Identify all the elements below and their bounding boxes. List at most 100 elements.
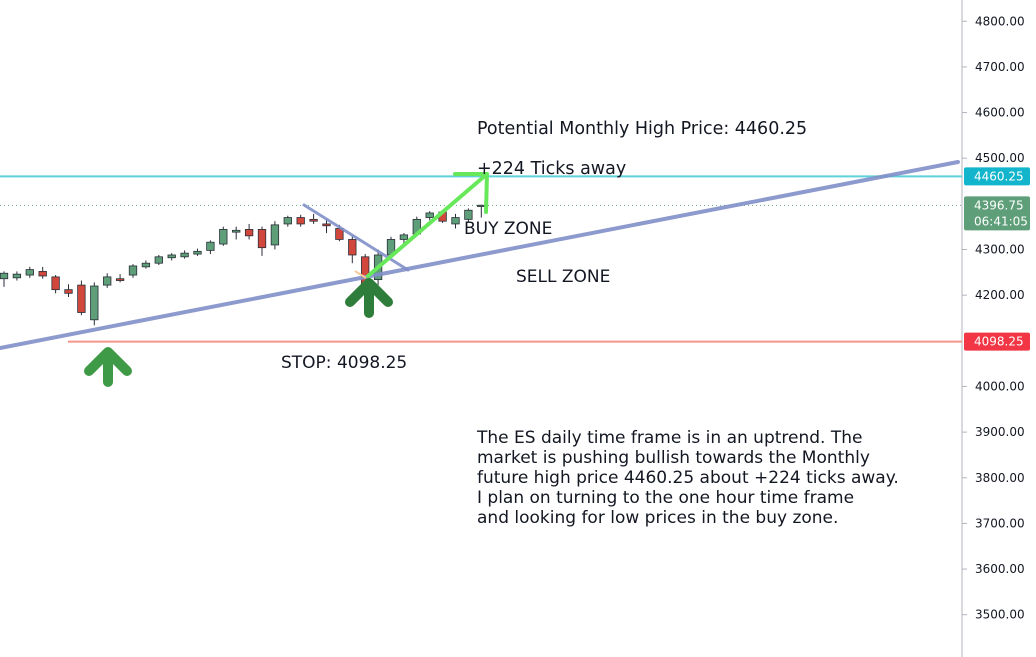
candle-body	[12, 273, 22, 279]
candle-body	[167, 254, 176, 259]
candle-body	[464, 209, 473, 220]
price-axis[interactable]: 3500.00 3600.00 3700.00 3800.00 3900.00 4000.…	[961, 0, 1025, 657]
uptrend-line	[0, 160, 960, 350]
ticks-away-annotation: +224 Ticks away	[477, 159, 627, 179]
candle	[244, 223, 254, 240]
candle-body	[425, 212, 434, 218]
price-tick-label: 3800.00	[975, 471, 1025, 485]
candle-body	[348, 239, 357, 256]
monthly-high-tag: 4460.25	[964, 167, 1030, 186]
price-tick-label: 4700.00	[975, 60, 1025, 74]
candle-body	[283, 217, 292, 225]
candlestick-series	[0, 204, 486, 326]
candle	[232, 226, 241, 240]
candle-body	[141, 262, 151, 268]
candle	[12, 271, 22, 281]
candle-body	[477, 204, 486, 207]
candle	[451, 213, 460, 229]
price-tick-label: 4500.00	[975, 151, 1025, 165]
candle-body	[180, 252, 189, 258]
candle	[25, 266, 34, 278]
candle-body	[309, 218, 318, 222]
candle-body	[193, 250, 202, 255]
last-price-tag: 4396.75 06:41:05	[964, 196, 1030, 231]
candle	[103, 273, 112, 288]
candle	[425, 211, 434, 221]
candle-body	[77, 284, 86, 313]
candle	[128, 264, 138, 278]
analysis-line: market is pushing bullish towards the Mo…	[477, 448, 870, 468]
candle-body	[296, 217, 305, 225]
last-price-tag-text: 4396.75	[974, 198, 1024, 212]
candle-body	[257, 229, 267, 249]
price-tick-label: 4200.00	[975, 288, 1025, 302]
candle	[477, 204, 486, 218]
candle	[464, 208, 473, 223]
stop-price-tag-text: 4098.25	[974, 335, 1024, 349]
monthly-high-tag-text: 4460.25	[974, 169, 1024, 183]
projection-line	[354, 270, 367, 279]
candle-body	[322, 223, 331, 227]
stop-label: STOP: 4098.25	[281, 353, 408, 373]
monthly-high-annotation: Potential Monthly High Price: 4460.25	[477, 119, 808, 139]
candle-body	[128, 265, 138, 276]
price-tick-label: 3500.00	[975, 608, 1025, 622]
level-lines	[0, 175, 962, 343]
candle-body	[90, 285, 99, 321]
candle-body	[270, 224, 280, 246]
price-tick-label: 4000.00	[975, 379, 1025, 393]
price-tick-label: 3700.00	[975, 516, 1025, 530]
price-tick-label: 4600.00	[975, 106, 1025, 120]
candle-body	[25, 269, 34, 276]
candle	[322, 219, 331, 234]
candle-body	[232, 229, 241, 233]
candle	[296, 214, 305, 227]
downtrend-line	[302, 203, 410, 272]
candle-body	[0, 272, 9, 280]
stop-price-tag: 4098.25	[964, 332, 1030, 351]
candle-body	[219, 229, 228, 245]
candle	[219, 226, 228, 246]
candle-body	[206, 241, 215, 251]
price-tags: 4460.25 4396.75 06:41:05 4098.25	[964, 167, 1030, 351]
candle	[348, 235, 357, 264]
price-tick-label: 3900.00	[975, 425, 1025, 439]
candle	[77, 280, 86, 316]
candle	[90, 282, 99, 326]
drawings	[0, 160, 960, 387]
candle	[38, 266, 47, 279]
price-tick-label: 4300.00	[975, 243, 1025, 257]
analysis-line: and looking for low prices in the buy zo…	[477, 508, 839, 528]
candle	[115, 274, 125, 283]
candle	[167, 253, 176, 261]
up-arrow-icon	[345, 278, 393, 318]
analysis-note: The ES daily time frame is in an uptrend…	[477, 428, 997, 528]
candle-body	[451, 217, 460, 225]
diagonal-arrow-icon	[366, 172, 489, 278]
buy-zone-label: BUY ZONE	[464, 219, 553, 239]
candle-body	[38, 271, 47, 277]
candle	[64, 284, 73, 297]
candle	[141, 260, 151, 269]
candle	[270, 221, 280, 250]
candle	[51, 275, 60, 294]
price-tick-label: 3600.00	[975, 562, 1025, 576]
candle-body	[115, 278, 125, 281]
candle	[309, 213, 318, 224]
analysis-line: future high price 4460.25 about +224 tic…	[477, 468, 899, 488]
last-price-tag-text: 06:41:05	[974, 214, 1028, 228]
candle	[399, 233, 409, 244]
candle	[206, 240, 215, 255]
candle-body	[103, 276, 112, 286]
analysis-line: I plan on turning to the one hour time f…	[477, 488, 855, 508]
analysis-line: The ES daily time frame is in an uptrend…	[477, 428, 863, 448]
candle	[283, 215, 292, 227]
candle	[154, 254, 163, 266]
candle	[257, 226, 267, 256]
candle-body	[154, 256, 163, 264]
candle	[193, 248, 202, 256]
candle-body	[51, 276, 60, 291]
candle-body	[399, 234, 409, 240]
candle-body	[64, 289, 73, 294]
